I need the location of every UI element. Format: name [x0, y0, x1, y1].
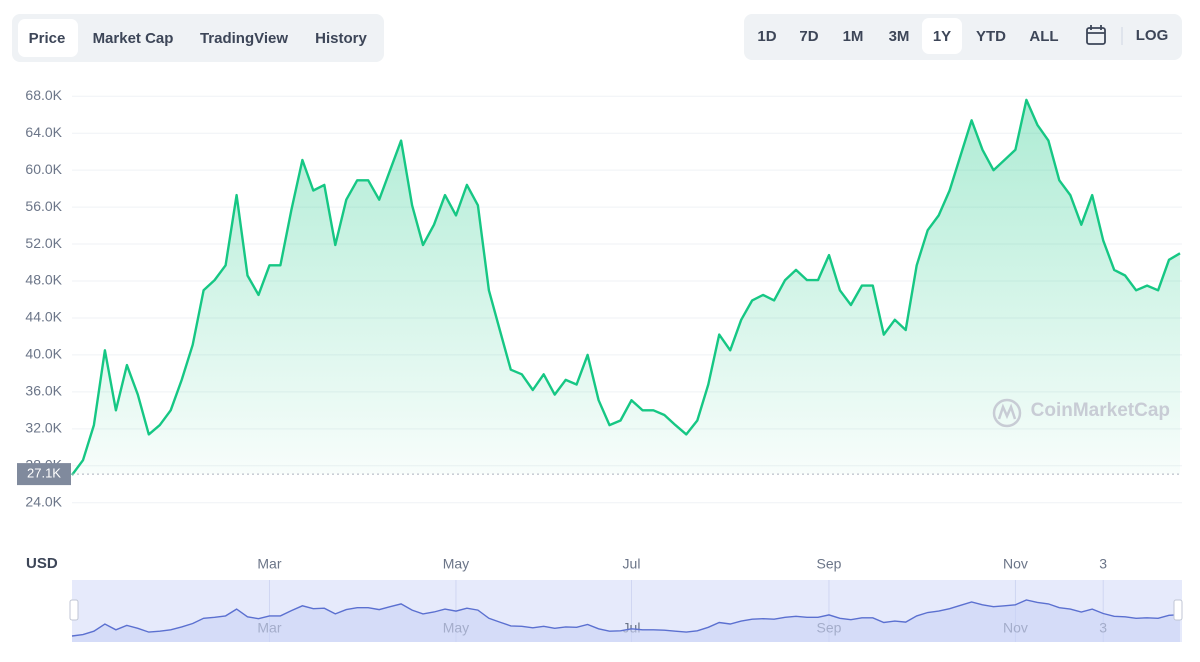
tab[interactable]: History [315, 30, 367, 47]
x-tick-label: May [443, 556, 469, 572]
price-area [72, 99, 1180, 476]
y-tick-label: 48.0K [25, 272, 62, 288]
tab[interactable]: Market Cap [93, 30, 174, 47]
y-tick-label: 60.0K [25, 161, 62, 177]
navigator-handle[interactable] [1173, 599, 1183, 621]
range-button[interactable]: YTD [976, 28, 1006, 45]
active-tab [18, 19, 78, 57]
tab[interactable]: TradingView [200, 30, 288, 47]
active-range [922, 18, 962, 54]
range-button[interactable]: 7D [799, 28, 818, 45]
y-tick-label: 68.0K [25, 87, 62, 103]
watermark-logo [992, 398, 1022, 428]
y-tick-label: 44.0K [25, 309, 62, 325]
x-tick-label: Sep [816, 556, 841, 572]
y-tick-label: 32.0K [25, 420, 62, 436]
navigator-line [71, 599, 1181, 637]
y-tick-label: 36.0K [25, 383, 62, 399]
tab[interactable]: Price [29, 30, 66, 47]
x-tick-label: 3 [1099, 556, 1107, 572]
calendar-icon[interactable] [1086, 25, 1106, 45]
currency-label: USD [26, 555, 58, 572]
y-tick-label: 40.0K [25, 346, 62, 362]
y-tick-label: 52.0K [25, 235, 62, 251]
range-button[interactable]: 1Y [933, 28, 951, 45]
range-button[interactable]: ALL [1029, 28, 1058, 45]
current-price-label: 27.1K [27, 466, 61, 481]
navigator-handle[interactable] [69, 599, 79, 621]
y-tick-label: 64.0K [25, 124, 62, 140]
range-button[interactable]: 3M [889, 28, 910, 45]
range-bar [744, 14, 1182, 60]
x-tick-label: Nov [1003, 556, 1028, 572]
log-toggle[interactable]: LOG [1136, 27, 1169, 44]
y-tick-label: 24.0K [25, 493, 62, 509]
x-tick-label: Jul [623, 556, 641, 572]
price-line [71, 98, 1181, 476]
navigator-area [72, 600, 1180, 642]
tab-bar [12, 14, 384, 62]
x-tick-label: Mar [257, 556, 281, 572]
range-button[interactable]: 1M [843, 28, 864, 45]
y-tick-label: 56.0K [25, 198, 62, 214]
watermark: CoinMarketCap [1031, 400, 1170, 421]
range-button[interactable]: 1D [757, 28, 776, 45]
current-price-badge [17, 463, 71, 486]
